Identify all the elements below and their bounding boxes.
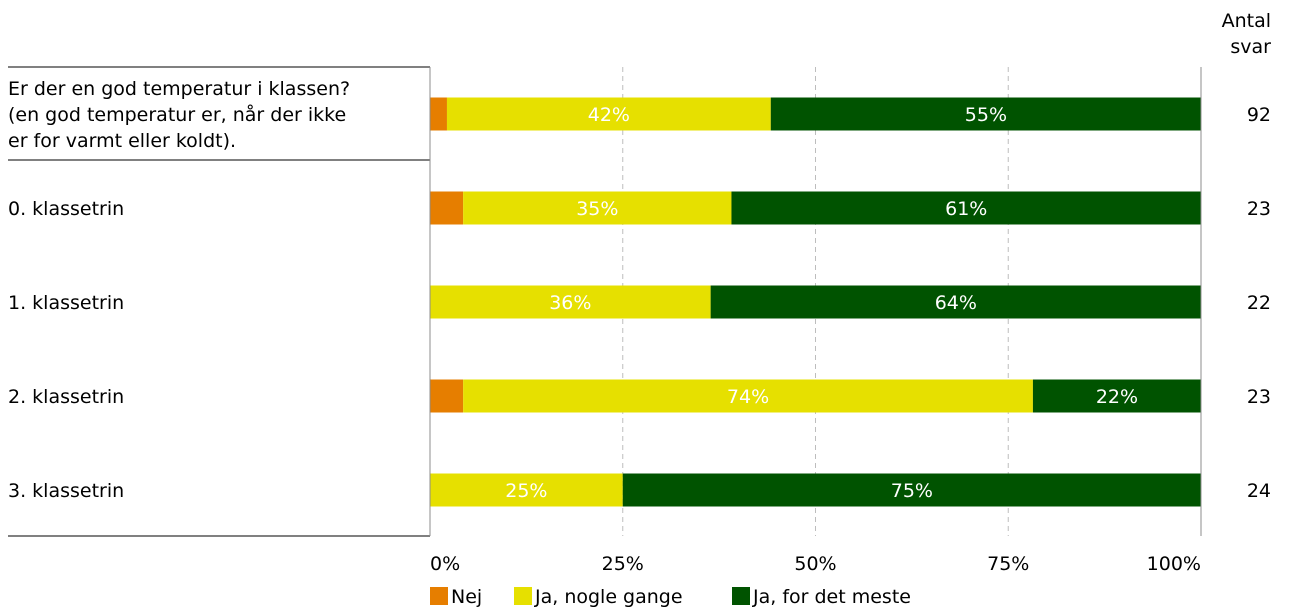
x-tick-label: 25% (602, 553, 644, 575)
legend-label: Ja, for det meste (752, 586, 911, 608)
response-count: 23 (1247, 386, 1271, 408)
bar-segment (770, 97, 1201, 131)
legend-swatch (430, 587, 448, 605)
legend-label: Ja, nogle gange (534, 586, 683, 608)
x-tick-label: 100% (1147, 553, 1201, 575)
count-header-line2: svar (1230, 36, 1271, 58)
response-count: 23 (1247, 198, 1271, 220)
bar-data-label: 61% (945, 198, 987, 220)
count-header-line1: Antal (1222, 10, 1271, 32)
x-tick-label: 75% (987, 553, 1029, 575)
category-label: 2. klassetrin (8, 386, 124, 408)
bar-segment (430, 97, 447, 131)
bar-data-label: 22% (1096, 386, 1138, 408)
legend-label: Nej (451, 586, 482, 608)
bar-data-label: 74% (727, 386, 769, 408)
bar-segment (430, 285, 711, 319)
bar-segment (731, 191, 1201, 225)
bar-segment (446, 97, 771, 131)
legend-swatch (514, 587, 532, 605)
bar-segment (430, 473, 623, 507)
x-tick-label: 50% (794, 553, 836, 575)
legend: Nej Ja, nogle gange Ja, for det meste (430, 586, 911, 608)
category-label: er for varmt eller koldt). (8, 130, 236, 152)
bar-data-label: 75% (891, 480, 933, 502)
response-count: 92 (1247, 104, 1271, 126)
category-label: 3. klassetrin (8, 480, 124, 502)
category-label: 0. klassetrin (8, 198, 124, 220)
category-label: (en god temperatur er, når der ikke (8, 103, 346, 126)
legend-swatch (732, 587, 750, 605)
category-labels: Er der en god temperatur i klassen? (en g… (8, 66, 1271, 537)
bar-data-label: 36% (549, 292, 591, 314)
bar-segment (430, 379, 464, 413)
x-tick-label: 0% (430, 553, 460, 575)
category-label: Er der en god temperatur i klassen? (8, 78, 350, 100)
category-label: 1. klassetrin (8, 292, 124, 314)
bars: 42% 55% 35% 61% 36% 64% 74% 22% 25% 75% (430, 97, 1201, 507)
bar-data-label: 42% (588, 104, 630, 126)
bar-data-label: 35% (576, 198, 618, 220)
bar-segment (463, 191, 732, 225)
response-count: 24 (1247, 480, 1271, 502)
bar-data-label: 55% (965, 104, 1007, 126)
bar-data-label: 25% (505, 480, 547, 502)
bar-segment (430, 191, 464, 225)
bar-segment (622, 473, 1201, 507)
bar-data-label: 64% (935, 292, 977, 314)
x-axis: 0% 25% 50% 75% 100% (429, 67, 1202, 575)
bar-segment (710, 285, 1201, 319)
bar-segment (1032, 379, 1201, 413)
response-count: 22 (1247, 292, 1271, 314)
bar-segment (463, 379, 1033, 413)
